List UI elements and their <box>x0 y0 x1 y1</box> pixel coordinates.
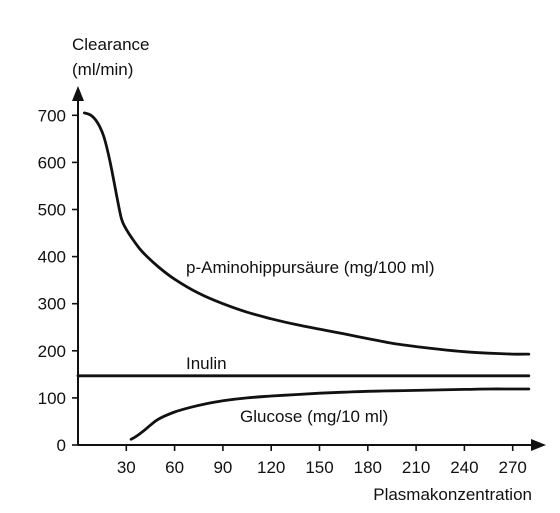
x-tick-label-210: 210 <box>402 458 430 477</box>
x-tick-label-60: 60 <box>165 458 184 477</box>
labels-layer: Clearance (ml/min) Plasmakonzentration p… <box>72 35 532 504</box>
x-tick-label-270: 270 <box>499 458 527 477</box>
glucose-line <box>129 387 531 441</box>
x-tick-label-120: 120 <box>257 458 285 477</box>
x-tick-label-30: 30 <box>117 458 136 477</box>
series-layer <box>76 111 531 441</box>
y-axis-title-line1: Clearance <box>72 35 150 54</box>
pah-line <box>83 111 531 356</box>
axes-layer <box>72 86 546 451</box>
x-tick-label-90: 90 <box>213 458 232 477</box>
y-axis-arrow <box>72 86 84 101</box>
y-tick-label-100: 100 <box>38 389 66 408</box>
x-axis-arrow <box>531 439 546 451</box>
y-tick-label-700: 700 <box>38 106 66 125</box>
y-tick-label-600: 600 <box>38 153 66 172</box>
y-axis-title-line2: (ml/min) <box>72 60 133 79</box>
series-label-inulin: Inulin <box>186 354 227 373</box>
series-label-pah: p-Aminohippursäure (mg/100 ml) <box>186 258 435 277</box>
x-tick-label-180: 180 <box>354 458 382 477</box>
x-tick-label-150: 150 <box>305 458 333 477</box>
y-tick-label-300: 300 <box>38 295 66 314</box>
y-tick-label-400: 400 <box>38 248 66 267</box>
y-tick-label-0: 0 <box>57 436 66 455</box>
x-axis-title: Plasmakonzentration <box>373 485 532 504</box>
series-label-glucose: Glucose (mg/10 ml) <box>240 407 388 426</box>
y-tick-label-200: 200 <box>38 342 66 361</box>
y-tick-label-500: 500 <box>38 201 66 220</box>
x-tick-label-240: 240 <box>450 458 478 477</box>
